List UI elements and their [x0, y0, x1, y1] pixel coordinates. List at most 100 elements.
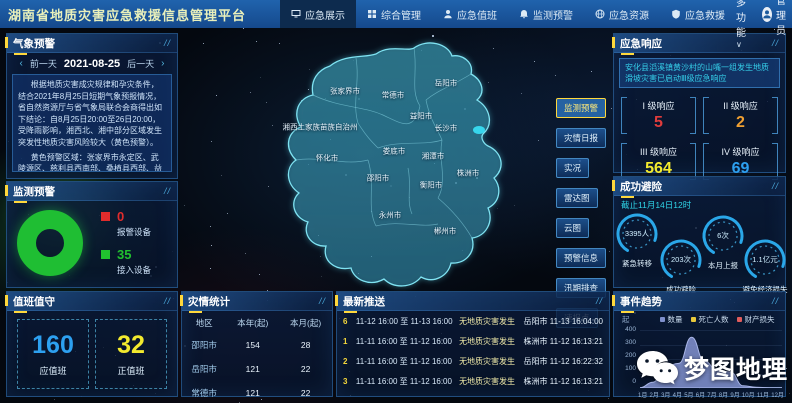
x-tick-label: 10月	[741, 393, 755, 399]
corner-decoration-icon: //	[595, 296, 603, 306]
gauge-value: 1.1亿元	[752, 255, 778, 264]
map-layer-button[interactable]: 雷达图	[556, 188, 598, 208]
next-arrow-icon[interactable]: ›	[161, 58, 165, 69]
chart-legend-item[interactable]: 财产损失	[736, 314, 775, 325]
gauge: 6次 本月上报	[700, 213, 746, 270]
weather-warning-panel: 气象预警 // ‹ 前一天 2021-08-25 后一天 › 根据地质灾害成灾规律…	[5, 33, 178, 179]
corner-decoration-icon: //	[163, 38, 171, 48]
nav-item[interactable]: 应急资源	[584, 0, 660, 28]
grid-icon	[367, 9, 377, 19]
push-number: 6	[343, 317, 348, 326]
push-message: 无地质灾害发生	[459, 377, 516, 386]
monitor-icon	[291, 9, 301, 19]
table-row: 常德市 121 22	[191, 388, 311, 398]
nav-item[interactable]: 监测预警	[508, 0, 584, 28]
city-label: 株洲市	[456, 168, 480, 178]
response-level-value: 69	[731, 160, 750, 178]
stats-table: 地区 本年(起) 本月(起) 邵阳市 154 28 岳阳市 121 22 常德市 121 2…	[182, 313, 332, 403]
x-tick-label: 11月	[756, 393, 770, 399]
city-label: 张家界市	[330, 86, 360, 96]
more-functions-button[interactable]: 更多功能 ∨	[736, 0, 747, 49]
duty-value: 160	[32, 331, 74, 359]
prev-day-button[interactable]: 前一天	[29, 59, 57, 69]
push-list-item: 2 11-11 16:00 至 11-12 16:00 无地质灾害发生 岳阳市 …	[337, 351, 609, 371]
map-layer-button[interactable]: 预警信息	[556, 248, 607, 268]
map-layer-button[interactable]: 实况	[556, 158, 590, 178]
header-right: 更多功能 ∨ 管理员 ∨	[736, 0, 792, 50]
panel-title: 气象预警	[13, 37, 55, 55]
user-menu[interactable]: 管理员 ∨	[762, 0, 792, 37]
push-list-item: 1 11-11 16:00 至 11-12 16:00 无地质灾害发生 株洲市 …	[337, 331, 609, 351]
gauge-ring-icon	[660, 239, 702, 281]
x-tick-label: 1月	[638, 393, 648, 399]
gauge-ring-icon	[702, 215, 744, 257]
x-tick-label: 6月	[695, 393, 706, 399]
hunan-map-svg[interactable]	[180, 28, 612, 291]
avatar	[762, 6, 773, 22]
next-day-button[interactable]: 后一天	[127, 59, 155, 69]
nav-item[interactable]: 应急救援	[660, 0, 736, 28]
x-tick-label: 8月	[718, 393, 729, 399]
corner-decoration-icon: //	[771, 181, 779, 191]
y-tick-label: 0	[632, 377, 636, 385]
corner-decoration-icon: //	[318, 296, 326, 306]
gauge-label: 避免经济损失	[742, 285, 788, 294]
push-time-range: 11-11 16:00 至 11-12 16:00	[355, 337, 452, 346]
nav-item[interactable]: 应急值班	[432, 0, 508, 28]
chart-legend-item[interactable]: 死亡人数	[690, 314, 729, 325]
main-nav: 应急展示 综合管理 应急值班 监测预警 应急资源 应急救援	[280, 0, 736, 28]
weather-warning-text: 根据地质灾害成灾规律和孕灾条件，结合2021年8月25日短期气象预报情况，省自然…	[12, 74, 172, 172]
col-header: 地区	[195, 318, 213, 328]
table-row: 邵阳市 154 28	[191, 340, 311, 350]
chart-legend-item[interactable]: 数量	[659, 314, 683, 325]
latest-push-panel: 最新推送 // 6 11-12 16:00 至 11-13 16:00 无地质灾害…	[335, 291, 610, 397]
y-tick-label: 400	[625, 326, 636, 333]
city-label: 娄底市	[382, 146, 406, 156]
x-tick-label: 3月	[661, 393, 671, 399]
push-time-range: 11-11 16:00 至 11-12 16:00	[355, 357, 452, 366]
prev-arrow-icon[interactable]: ‹	[19, 58, 23, 69]
response-level-value: 564	[645, 160, 672, 178]
shield-icon	[671, 9, 681, 19]
disaster-stats-panel: 灾情统计// 地区 本年(起) 本月(起) 邵阳市 154 28 岳阳市 121 22 …	[180, 291, 333, 398]
push-list-item: 6 11-12 16:00 至 11-13 16:00 无地质灾害发生 岳阳市 …	[337, 311, 609, 331]
map-layer-button[interactable]: 监测预警	[556, 98, 607, 118]
panel-title: 值班值守	[13, 295, 55, 313]
response-level-label: I 级响应	[642, 101, 675, 112]
y-tick-label: 100	[625, 364, 636, 372]
duty-label: 应值班	[39, 366, 67, 376]
gauge-label: 成功避险	[666, 285, 696, 294]
push-number: 2	[343, 357, 348, 366]
bell-icon	[519, 9, 529, 19]
duty-label: 正值班	[117, 366, 145, 376]
push-list-item: 3 11-11 16:00 至 11-12 16:00 无地质灾害发生 株洲市 …	[337, 371, 609, 391]
duty-value: 32	[117, 331, 145, 359]
gauge-value: 6次	[717, 231, 729, 240]
gauge: 1.1亿元 避免经济损失	[742, 237, 788, 294]
push-city-time: 株洲市 11-12 16:13:21	[523, 377, 603, 386]
legend-value: 0	[117, 209, 125, 224]
nav-item[interactable]: 综合管理	[356, 0, 432, 28]
map-layer-button[interactable]: 云图	[556, 218, 590, 238]
push-message: 无地质灾害发生	[459, 317, 516, 326]
y-tick-label: 200	[625, 351, 636, 359]
duty-stat-box: 160 应值班	[17, 319, 89, 389]
map-layer-button[interactable]: 灾情日报	[556, 128, 607, 148]
city-label: 永州市	[378, 210, 402, 220]
event-trend-panel: 事件趋势 // 起 数量 死亡人数 财产损失	[612, 291, 786, 399]
panel-title: 事件趋势	[620, 295, 662, 313]
panel-title: 灾情统计	[188, 295, 230, 313]
response-level-label: II 级响应	[723, 101, 758, 112]
panel-title: 最新推送	[343, 295, 385, 313]
legend-swatch	[101, 250, 110, 259]
legend-swatch	[690, 317, 696, 322]
chevron-down-icon: ∨	[736, 39, 742, 49]
watermark: 梦图地理	[635, 349, 788, 387]
x-tick-label: 5月	[684, 393, 694, 399]
response-alert-banner[interactable]: 安化县滔溪镇黄沙村的山嘴一组发生地质滑坡灾害已启动Ⅲ级应急响应	[619, 58, 780, 89]
push-number: 3	[343, 377, 348, 386]
corner-decoration-icon: //	[771, 296, 779, 306]
y-tick-label: 300	[625, 338, 636, 346]
nav-item[interactable]: 应急展示	[280, 0, 357, 28]
